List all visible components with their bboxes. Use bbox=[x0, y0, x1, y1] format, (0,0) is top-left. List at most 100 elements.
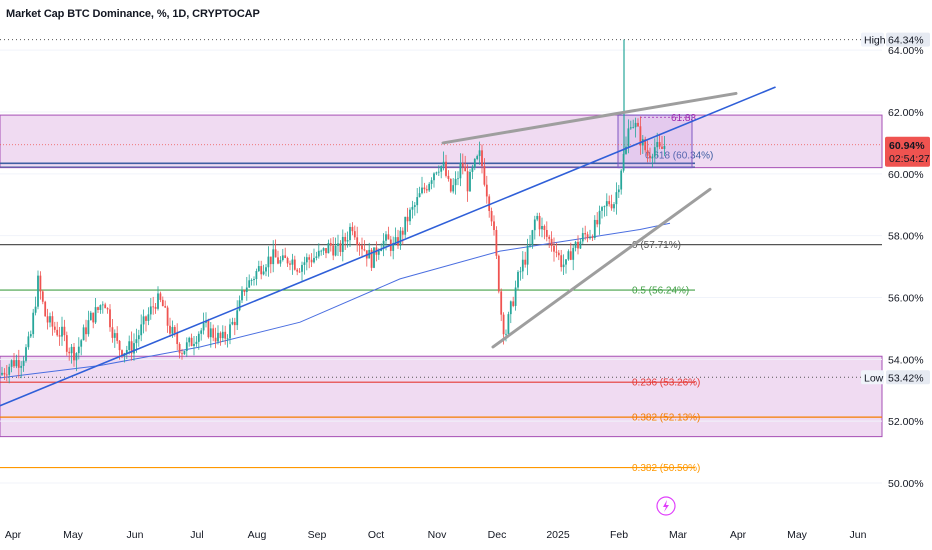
candle-body bbox=[202, 322, 205, 331]
candle-body bbox=[567, 251, 570, 260]
candle-body bbox=[147, 314, 150, 321]
y-tick-label: 64.00% bbox=[888, 45, 924, 57]
candle-body bbox=[469, 171, 471, 192]
candle-body bbox=[301, 264, 303, 272]
candle-body bbox=[171, 327, 174, 334]
candle-body bbox=[440, 166, 443, 172]
y-tick-label: 60.00% bbox=[888, 169, 924, 181]
candle-body bbox=[243, 289, 246, 293]
candle-body bbox=[411, 206, 414, 210]
candle-body bbox=[488, 196, 491, 211]
fib-level-label-1: 0 (57.71%) bbox=[632, 240, 681, 251]
candle-body bbox=[634, 122, 637, 128]
candle-body bbox=[553, 245, 555, 252]
candle-body bbox=[68, 351, 71, 354]
candle-body bbox=[181, 353, 183, 355]
candle-body bbox=[649, 155, 651, 159]
candle-body bbox=[428, 183, 431, 191]
candle-body bbox=[332, 245, 335, 256]
candle-body bbox=[507, 314, 510, 334]
candle-body bbox=[327, 243, 330, 254]
x-tick-label: Sep bbox=[308, 529, 327, 541]
candle-body bbox=[315, 256, 318, 258]
candle-body bbox=[73, 346, 75, 361]
candle-body bbox=[183, 351, 186, 355]
candle-body bbox=[646, 150, 649, 156]
candle-body bbox=[579, 241, 582, 249]
candle-body bbox=[70, 346, 73, 354]
candle-body bbox=[37, 275, 39, 307]
x-axis: Apr May Jun Jul Aug Sep Oct Nov Dec 2025 Feb Mar Apr… bbox=[5, 529, 867, 541]
candle-body bbox=[303, 262, 306, 265]
candle-body bbox=[377, 250, 380, 255]
candle-body bbox=[190, 337, 193, 347]
candle-body bbox=[87, 320, 90, 335]
candle-body bbox=[517, 271, 519, 288]
candle-body bbox=[466, 171, 469, 192]
candle-body bbox=[169, 325, 171, 334]
candle-body bbox=[133, 343, 135, 354]
candle-body bbox=[85, 327, 87, 335]
candle-body bbox=[514, 287, 517, 306]
candle-body bbox=[173, 327, 176, 333]
candle-body bbox=[519, 271, 522, 273]
candle-body bbox=[106, 308, 109, 310]
candle-body bbox=[572, 247, 575, 260]
price-tag-countdown: 02:54:27 bbox=[889, 153, 930, 165]
candle-body bbox=[22, 360, 25, 366]
candle-body bbox=[231, 321, 234, 325]
candle-body bbox=[430, 180, 433, 184]
fib-level-label-0: 0.618 (60.34%) bbox=[645, 150, 713, 161]
candle-body bbox=[44, 301, 47, 317]
candle-body bbox=[17, 360, 20, 368]
low-value-label: 53.42% bbox=[888, 372, 924, 384]
candle-body bbox=[214, 337, 217, 342]
candle-body bbox=[308, 257, 311, 260]
candle-body bbox=[109, 309, 111, 328]
candle-body bbox=[449, 178, 452, 192]
candle-body bbox=[272, 249, 275, 265]
zone-1 bbox=[0, 355, 883, 438]
candle-body bbox=[351, 226, 354, 232]
candle-body bbox=[598, 210, 601, 225]
candle-body bbox=[416, 197, 419, 206]
candle-body bbox=[257, 266, 260, 271]
candle-body bbox=[176, 332, 179, 345]
candle-body bbox=[404, 216, 407, 235]
candle-body bbox=[418, 193, 421, 198]
candle-body bbox=[481, 150, 483, 167]
candle-body bbox=[459, 163, 462, 179]
candle-body bbox=[560, 255, 563, 268]
candle-body bbox=[358, 244, 361, 246]
candle-body bbox=[356, 237, 359, 245]
candle-body bbox=[161, 299, 164, 307]
candle-body bbox=[339, 243, 342, 252]
candle-body bbox=[317, 250, 320, 257]
x-tick-label: May bbox=[787, 529, 808, 541]
fib-level-label-3: 0.236 (53.26%) bbox=[632, 378, 700, 389]
y-tick-label: 50.00% bbox=[888, 478, 924, 490]
candle-body bbox=[349, 226, 351, 241]
candle-body bbox=[385, 234, 387, 241]
candle-body bbox=[569, 251, 572, 260]
candle-body bbox=[313, 257, 315, 263]
candle-body bbox=[49, 316, 51, 323]
low-marker-label: Low bbox=[864, 372, 884, 384]
candle-body bbox=[229, 324, 231, 339]
y-axis: 50.00% 52.00% 54.00% 56.00% 58.00% 60.00% 62.0… bbox=[888, 45, 924, 490]
candle-body bbox=[34, 306, 37, 313]
candle-body bbox=[279, 260, 282, 264]
candle-body bbox=[5, 374, 8, 376]
candle-body bbox=[406, 216, 409, 222]
candle-body bbox=[346, 240, 349, 242]
candle-body bbox=[577, 241, 579, 249]
low-marker-bg bbox=[861, 370, 884, 385]
candle-body bbox=[344, 236, 347, 242]
candle-body bbox=[212, 328, 215, 338]
x-tick-label: Apr bbox=[5, 529, 22, 541]
candle-body bbox=[125, 349, 128, 354]
zone-0 bbox=[0, 114, 883, 169]
candle-body bbox=[627, 128, 630, 147]
fib-level-label-5: 0.382 (50.50%) bbox=[632, 463, 700, 474]
